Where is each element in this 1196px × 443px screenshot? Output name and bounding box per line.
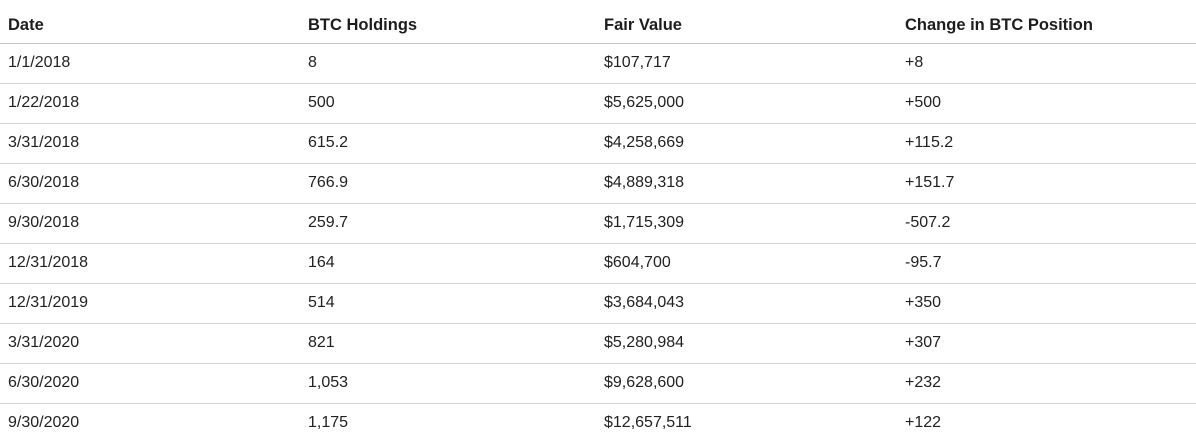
table-row: 3/31/2018 615.2 $4,258,669 +115.2 xyxy=(0,123,1196,164)
table-row: 6/30/2018 766.9 $4,889,318 +151.7 xyxy=(0,163,1196,204)
cell-date: 3/31/2020 xyxy=(0,323,300,364)
cell-fair-value: $12,657,511 xyxy=(604,414,692,432)
cell-change-in-btc-position: +122 xyxy=(905,414,942,432)
cell-fair-value: $9,628,600 xyxy=(596,363,897,404)
table-header-row: Date BTC Holdings Fair Value Change in B… xyxy=(0,0,1196,44)
cell-change-in-btc-position: +350 xyxy=(897,283,1196,324)
cell-date: 12/31/2018 xyxy=(0,243,300,284)
column-header-change-in-btc-position: Change in BTC Position xyxy=(897,0,1196,44)
table-row: 1/22/2018 500 $5,625,000 +500 xyxy=(0,83,1196,124)
cell-change-in-btc-position: +500 xyxy=(897,83,1196,124)
table-row: 3/31/2020 821 $5,280,984 +307 xyxy=(0,323,1196,364)
cell-fair-value: $4,258,669 xyxy=(596,123,897,164)
cell-change-in-btc-position: +232 xyxy=(897,363,1196,404)
cell-date: 9/30/2018 xyxy=(0,203,300,244)
cell-date: 1/1/2018 xyxy=(0,43,300,84)
table-row: 9/30/2018 259.7 $1,715,309 -507.2 xyxy=(0,203,1196,244)
cell-date: 1/22/2018 xyxy=(0,83,300,124)
cell-btc-holdings: 1,175 xyxy=(308,414,349,432)
cell-btc-holdings: 500 xyxy=(300,83,596,124)
cell-fair-value: $5,625,000 xyxy=(596,83,897,124)
table-row: 1/1/2018 8 $107,717 +8 xyxy=(0,43,1196,84)
table-row: 12/31/2019 514 $3,684,043 +350 xyxy=(0,283,1196,324)
table-row: 12/31/2018 164 $604,700 -95.7 xyxy=(0,243,1196,284)
column-header-date: Date xyxy=(0,0,300,44)
cell-btc-holdings: 8 xyxy=(300,43,596,84)
cell-btc-holdings: 514 xyxy=(300,283,596,324)
cell-change-in-btc-position: +307 xyxy=(897,323,1196,364)
cell-btc-holdings: 615.2 xyxy=(300,123,596,164)
column-header-fair-value: Fair Value xyxy=(596,0,897,44)
cell-change-in-btc-position: +115.2 xyxy=(897,123,1196,164)
cell-btc-holdings: 766.9 xyxy=(300,163,596,204)
cell-date: 3/31/2018 xyxy=(0,123,300,164)
cell-fair-value: $1,715,309 xyxy=(596,203,897,244)
table-body: 1/1/2018 8 $107,717 +8 1/22/2018 500 $5,625,00… xyxy=(0,43,1196,443)
cell-btc-holdings: 821 xyxy=(300,323,596,364)
cell-fair-value: $604,700 xyxy=(596,243,897,284)
cell-date: 6/30/2020 xyxy=(0,363,300,404)
cell-date: 6/30/2018 xyxy=(0,163,300,204)
cell-change-in-btc-position: -507.2 xyxy=(897,203,1196,244)
table-header: Date BTC Holdings Fair Value Change in B… xyxy=(0,0,1196,44)
table-row: 6/30/2020 1,053 $9,628,600 +232 xyxy=(0,363,1196,404)
cell-btc-holdings: 259.7 xyxy=(300,203,596,244)
cell-date: 9/30/2020 xyxy=(8,414,80,432)
cell-change-in-btc-position: +151.7 xyxy=(897,163,1196,204)
cell-fair-value: $5,280,984 xyxy=(596,323,897,364)
cell-btc-holdings: 1,053 xyxy=(300,363,596,404)
cell-btc-holdings: 164 xyxy=(300,243,596,284)
cell-date: 12/31/2019 xyxy=(0,283,300,324)
column-header-btc-holdings: BTC Holdings xyxy=(300,0,596,44)
cell-fair-value: $4,889,318 xyxy=(596,163,897,204)
cell-fair-value: $3,684,043 xyxy=(596,283,897,324)
cell-fair-value: $107,717 xyxy=(596,43,897,84)
cell-change-in-btc-position: -95.7 xyxy=(897,243,1196,284)
cell-change-in-btc-position: +8 xyxy=(897,43,1196,84)
table-row: 9/30/2020 1,175 $12,657,511 +122 xyxy=(0,403,1196,443)
